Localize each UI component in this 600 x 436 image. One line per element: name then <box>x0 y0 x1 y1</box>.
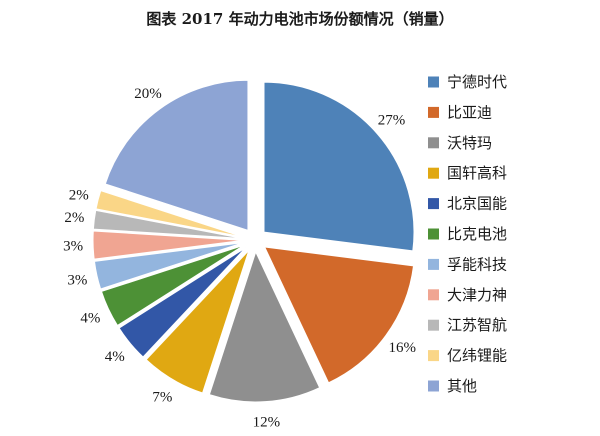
pie-slice <box>95 190 244 238</box>
slice-value-label: 2% <box>64 210 84 226</box>
slice-value-label: 16% <box>388 340 416 356</box>
legend-label: 大津力神 <box>447 286 507 304</box>
legend-swatch <box>428 76 439 88</box>
pie-slices <box>92 79 415 403</box>
pie-slice <box>145 249 250 394</box>
pie-slice <box>263 246 415 384</box>
slice-value-label: 27% <box>378 113 406 129</box>
slice-value-label: 4% <box>105 349 125 365</box>
legend-swatch <box>428 228 439 240</box>
legend-swatch <box>428 289 439 301</box>
slice-value-label: 12% <box>253 415 281 431</box>
pie-slice <box>93 242 244 290</box>
pie-slice <box>92 230 244 260</box>
slice-value-label: 2% <box>69 188 89 204</box>
legend-label: 沃特玛 <box>447 134 492 152</box>
legend-swatch <box>428 380 439 392</box>
legend-label: 国轩高科 <box>447 164 507 182</box>
legend-label: 比亚迪 <box>447 103 492 121</box>
pie-slice <box>104 79 249 231</box>
legend-label: 北京国能 <box>447 195 507 213</box>
legend-label: 宁德时代 <box>447 73 507 91</box>
legend-label: 比克电池 <box>447 225 507 243</box>
slice-value-label: 3% <box>63 239 83 255</box>
legend-swatch <box>428 167 439 179</box>
chart-title: 图表 2017 年动力电池市场份额情况（销量） <box>146 10 453 28</box>
legend-swatch <box>428 319 439 331</box>
slice-value-label: 20% <box>134 86 162 102</box>
legend-label: 亿纬锂能 <box>447 347 507 365</box>
slice-value-label: 3% <box>67 273 87 289</box>
pie-slice <box>100 244 245 327</box>
pie-slice <box>92 209 244 239</box>
pie-slice <box>118 247 247 358</box>
legend-swatch <box>428 106 439 118</box>
slice-value-label: 4% <box>80 310 100 326</box>
legend-swatch <box>428 258 439 270</box>
legend-swatch <box>428 350 439 362</box>
pie-slice <box>208 250 321 403</box>
legend-swatch <box>428 137 439 149</box>
pie-slice <box>263 81 415 252</box>
legend-label: 孚能科技 <box>447 255 507 273</box>
slice-value-label: 7% <box>152 390 172 406</box>
legend-label: 其他 <box>447 377 477 395</box>
legend-swatch <box>428 198 439 210</box>
legend-label: 江苏智航 <box>447 316 507 334</box>
slice-value-labels: 27% 16% 12% 7% 4% 4% 3% 3% 2% 2% 20% <box>63 86 416 431</box>
